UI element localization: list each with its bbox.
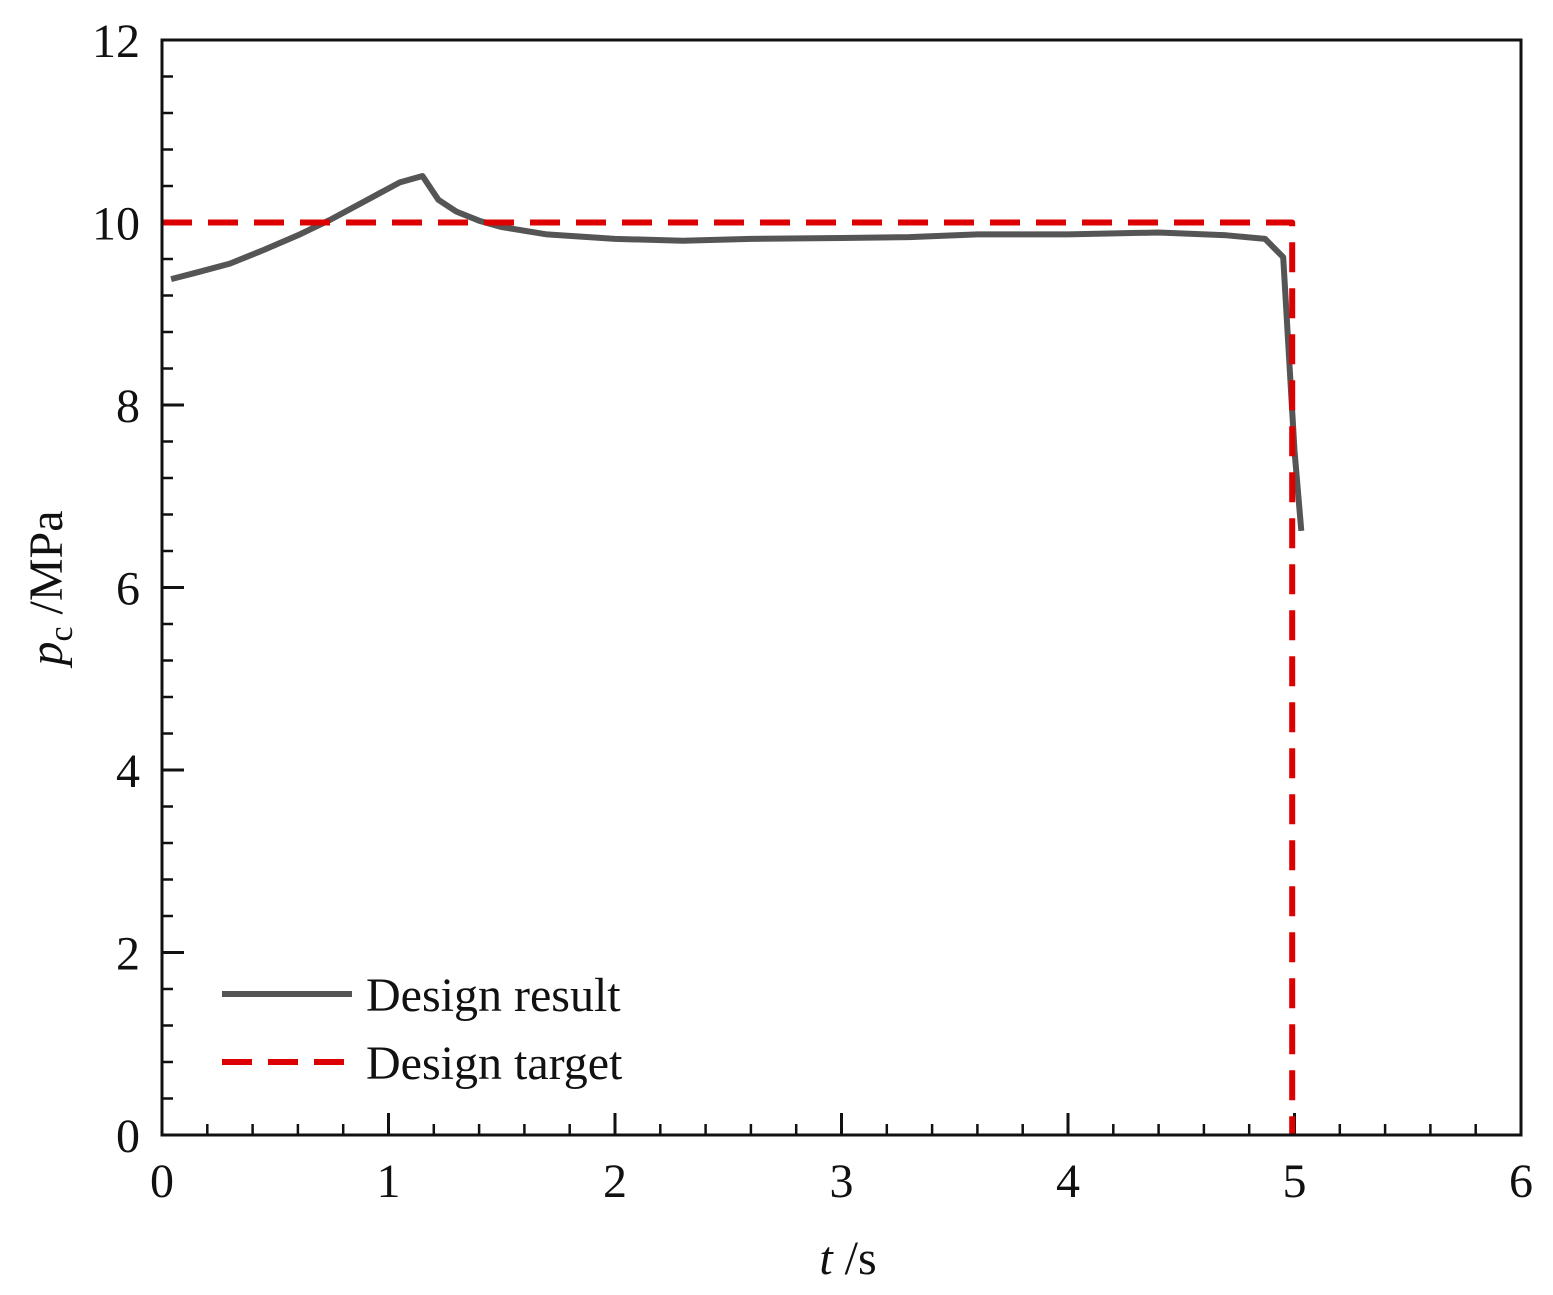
y-tick-label: 10 (92, 198, 140, 251)
y-tick-label: 6 (116, 563, 140, 616)
y-axis-unit: /MPa (20, 510, 73, 626)
plot-frame (160, 38, 1523, 1137)
y-axis-subscript: c (43, 626, 80, 641)
x-tick-label: 6 (1509, 1155, 1533, 1208)
x-tick-labels: 0 1 2 3 4 5 6 (150, 1155, 1533, 1208)
y-tick-label: 0 (116, 1110, 140, 1163)
x-tick-label: 2 (603, 1155, 627, 1208)
y-tick-label: 12 (92, 15, 140, 68)
y-axis-variable: p (20, 642, 73, 669)
y-tick-label: 4 (116, 745, 140, 798)
y-tick-label: 8 (116, 380, 140, 433)
x-axis-variable: t (819, 1232, 834, 1285)
series-layer (162, 173, 1305, 1135)
x-axis-unit: /s (833, 1232, 877, 1285)
series-line-design-target (162, 219, 1296, 1135)
x-tick-label: 3 (830, 1155, 854, 1208)
series-line-design-result (170, 173, 1305, 532)
x-axis-label: t /s (819, 1232, 876, 1285)
legend: Design result Design target (222, 969, 623, 1090)
x-tick-label: 4 (1056, 1155, 1080, 1208)
legend-label-design-result: Design result (366, 969, 621, 1022)
y-tick-labels: 0 2 4 6 8 10 12 (92, 15, 140, 1163)
y-axis-label: pc /MPa (20, 510, 80, 668)
x-tick-label: 0 (150, 1155, 174, 1208)
legend-label-design-target: Design target (366, 1037, 623, 1090)
x-tick-label: 5 (1283, 1155, 1307, 1208)
minor-ticks (162, 75, 1477, 1135)
x-tick-label: 1 (377, 1155, 401, 1208)
y-tick-label: 2 (116, 928, 140, 981)
